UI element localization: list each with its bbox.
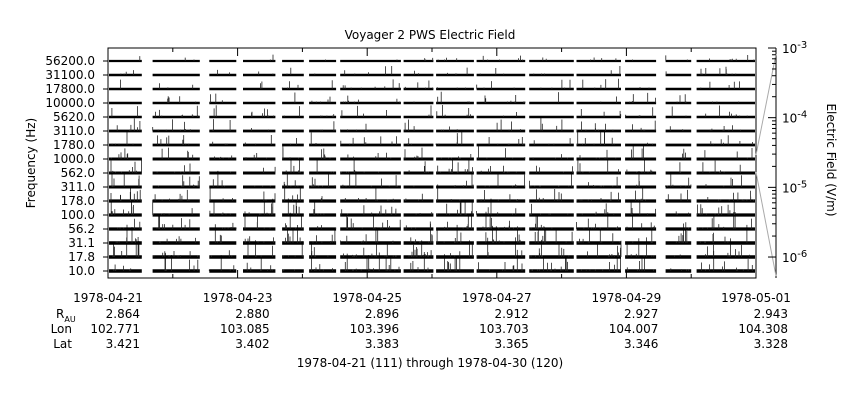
- channel-spikes: [111, 170, 742, 187]
- y-tick-label: 100.0: [61, 208, 95, 222]
- channel-spikes: [167, 91, 740, 103]
- ephem-value: 104.007: [609, 322, 659, 336]
- y-tick-label: 17.8: [68, 250, 95, 264]
- y-tick-label: 1780.0: [53, 138, 95, 152]
- channel-spikes: [113, 249, 753, 271]
- colorbar-tick-label: 10-4: [782, 110, 807, 126]
- plot-area: 10.017.831.156.2100.0178.0311.0562.01000…: [45, 47, 757, 279]
- ephem-value: 104.308: [738, 322, 788, 336]
- x-tick-label: 1978-05-01: [721, 291, 791, 305]
- x-tick-label: 1978-04-21: [73, 291, 143, 305]
- colorbar-tick-label: 10-6: [782, 249, 807, 265]
- y-tick-label: 56.2: [68, 222, 95, 236]
- x-tick-label: 1978-04-25: [332, 291, 402, 305]
- ephem-row-label: Lat: [53, 337, 72, 351]
- y-tick-label: 3110.0: [53, 124, 95, 138]
- ephem-row-label: Lon: [51, 322, 72, 336]
- channel-spikes: [115, 223, 748, 243]
- channel-spikes: [116, 118, 741, 131]
- ephem-value: 103.085: [220, 322, 270, 336]
- y-tick-label: 56200.0: [45, 54, 95, 68]
- ephem-value: 2.896: [365, 307, 399, 321]
- channel-spikes: [120, 78, 740, 89]
- ephem-value: 3.365: [494, 337, 528, 351]
- ephem-value: 2.943: [754, 307, 788, 321]
- ephem-value: 3.402: [235, 337, 269, 351]
- chart-title: Voyager 2 PWS Electric Field: [345, 28, 516, 42]
- y-tick-label: 178.0: [61, 194, 95, 208]
- ephem-value: 3.346: [624, 337, 658, 351]
- y-axis-label: Frequency (Hz): [24, 118, 38, 209]
- ephem-value: 2.912: [494, 307, 528, 321]
- x-tick-label: 1978-04-29: [592, 291, 662, 305]
- colorbar-connector: [755, 171, 777, 277]
- colorbar-tick-label: 10-5: [782, 179, 807, 195]
- ephem-value: 103.703: [479, 322, 529, 336]
- y-tick-label: 31100.0: [45, 68, 95, 82]
- channel-spikes: [117, 211, 752, 229]
- channel-spikes: [139, 54, 755, 61]
- y-tick-label: 17800.0: [45, 82, 95, 96]
- channel-spikes: [112, 237, 750, 257]
- x-tick-label: 1978-04-23: [203, 291, 273, 305]
- ephem-value: 2.880: [235, 307, 269, 321]
- y-tick-label: 1000.0: [53, 152, 95, 166]
- y-tick-label: 10000.0: [45, 96, 95, 110]
- channel-spikes: [110, 184, 754, 201]
- channel-spikes: [110, 158, 741, 173]
- ephem-value: 2.927: [624, 307, 658, 321]
- y-tick-label: 311.0: [61, 180, 95, 194]
- channel-spikes: [120, 66, 737, 75]
- y-tick-label: 31.1: [68, 236, 95, 250]
- ephem-row-label: RAU: [56, 307, 76, 324]
- y-tick-label: 562.0: [61, 166, 95, 180]
- channel-spikes: [110, 144, 753, 159]
- channel-spikes: [111, 105, 748, 117]
- colorbar-label: Electric Field (V/m): [824, 103, 838, 216]
- y-tick-label: 5620.0: [53, 110, 95, 124]
- ephem-value: 103.396: [350, 322, 400, 336]
- channel-labels: 10.017.831.156.2100.0178.0311.0562.01000…: [45, 54, 108, 278]
- ephem-value: 2.864: [106, 307, 140, 321]
- ephem-value: 3.383: [365, 337, 399, 351]
- colorbar-connector: [755, 53, 777, 156]
- x-tick-label: 1978-04-27: [462, 291, 532, 305]
- ephem-value: 3.421: [106, 337, 140, 351]
- y-tick-label: 10.0: [68, 264, 95, 278]
- colorbar-tick-label: 10-3: [782, 40, 807, 56]
- channel-spikes: [110, 198, 735, 215]
- ephem-value: 102.771: [90, 322, 140, 336]
- channel-traces: [109, 54, 755, 273]
- footer-date-range: 1978-04-21 (111) through 1978-04-30 (120…: [297, 356, 563, 370]
- channel-spikes: [111, 131, 753, 145]
- ephem-value: 3.328: [754, 337, 788, 351]
- colorbar: 10-3 10-4 10-5 10-6: [755, 40, 807, 278]
